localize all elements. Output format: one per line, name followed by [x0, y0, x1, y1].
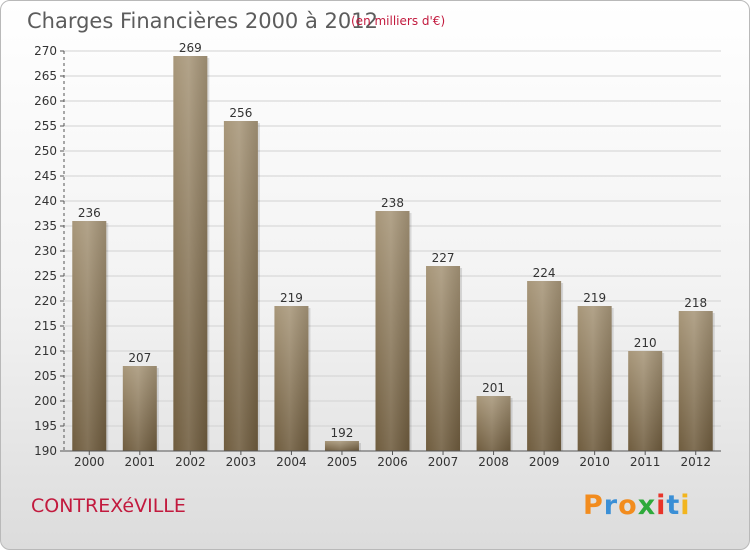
bar-value-label: 256 — [229, 106, 252, 120]
bar-highlight — [678, 311, 713, 451]
bar-value-label: 210 — [634, 336, 657, 350]
bar-highlight — [577, 306, 612, 451]
bar-highlight — [375, 211, 410, 451]
x-tick-label: 2003 — [226, 455, 257, 469]
y-tick-label: 240 — [34, 194, 57, 208]
bar-value-label: 201 — [482, 381, 505, 395]
logo-letter: o — [618, 490, 638, 521]
proxiti-logo[interactable]: Proxiti — [583, 490, 691, 521]
x-tick-label: 2004 — [276, 455, 307, 469]
x-tick-label: 2000 — [74, 455, 105, 469]
y-tick-label: 245 — [34, 169, 57, 183]
bar-value-label: 192 — [331, 426, 354, 440]
logo-letter: i — [680, 490, 691, 521]
y-tick-label: 260 — [34, 94, 57, 108]
bar-highlight — [527, 281, 562, 451]
y-tick-label: 235 — [34, 219, 57, 233]
logo-letter: r — [603, 490, 619, 521]
y-tick-label: 215 — [34, 319, 57, 333]
x-tick-label: 2006 — [377, 455, 408, 469]
bar-highlight — [223, 121, 258, 451]
x-tick-label: 2008 — [478, 455, 509, 469]
x-tick-label: 2007 — [428, 455, 459, 469]
logo-letter: t — [666, 490, 681, 521]
x-axis: 2000 2001 2002 2003 2004 2005 2006 2007 2008 2009… — [64, 450, 721, 469]
bar-highlight — [173, 56, 208, 451]
y-tick-label: 255 — [34, 119, 57, 133]
y-tick-label: 210 — [34, 344, 57, 358]
bar-value-label: 207 — [128, 351, 151, 365]
y-tick-label: 265 — [34, 69, 57, 83]
bar-value-label: 224 — [533, 266, 556, 280]
x-tick-label: 2010 — [579, 455, 610, 469]
bar-highlight — [628, 351, 663, 451]
chart-title: Charges Financières 2000 à 2012 — [27, 9, 378, 33]
y-tick-label: 195 — [34, 419, 57, 433]
y-tick-label: 190 — [34, 444, 57, 458]
y-tick-label: 230 — [34, 244, 57, 258]
bar-highlight — [476, 396, 511, 451]
bar-highlight — [122, 366, 157, 451]
chart-subtitle: (en milliers d'€) — [351, 14, 446, 28]
y-tick-label: 250 — [34, 144, 57, 158]
bar-value-label: 227 — [432, 251, 455, 265]
logo-letter: x — [637, 490, 657, 521]
x-tick-label: 2001 — [125, 455, 156, 469]
x-tick-label: 2009 — [529, 455, 560, 469]
y-tick-label: 200 — [34, 394, 57, 408]
bar-value-label: 236 — [78, 206, 101, 220]
bar-highlight — [324, 441, 359, 451]
y-tick-label: 220 — [34, 294, 57, 308]
logo-letter: P — [583, 490, 604, 521]
y-tick-label: 270 — [34, 44, 57, 58]
commune-name: CONTREXéVILLE — [31, 495, 186, 517]
bar-value-label: 219 — [583, 291, 606, 305]
y-tick-label: 225 — [34, 269, 57, 283]
x-tick-label: 2002 — [175, 455, 206, 469]
bar-highlight — [72, 221, 107, 451]
y-axis: 190 195 200 205 210 215 220 225 230 235 240 245 250 2… — [34, 44, 65, 458]
bars: 236 207 269 256 219 192 238 227 201 224 219 210 218 — [72, 41, 715, 451]
bar-value-label: 219 — [280, 291, 303, 305]
bar-value-label: 218 — [684, 296, 707, 310]
bar-highlight — [274, 306, 309, 451]
bar-value-label: 269 — [179, 41, 202, 55]
bar-highlight — [426, 266, 461, 451]
x-tick-label: 2005 — [327, 455, 358, 469]
x-tick-label: 2012 — [680, 455, 711, 469]
logo-letter: i — [656, 490, 667, 521]
bar-value-label: 238 — [381, 196, 404, 210]
y-tick-label: 205 — [34, 369, 57, 383]
x-tick-label: 2011 — [630, 455, 661, 469]
